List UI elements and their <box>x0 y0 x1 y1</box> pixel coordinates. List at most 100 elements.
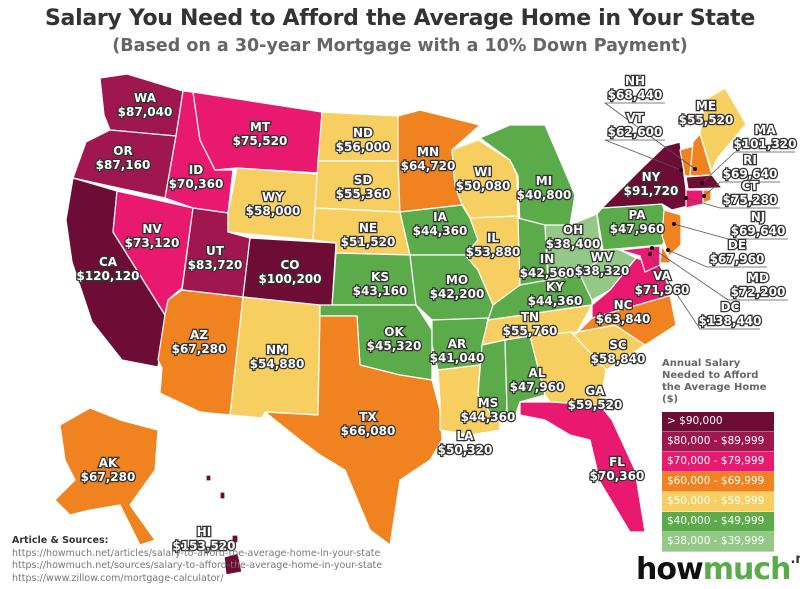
legend-title: Annual Salary Needed to Afford the Avera… <box>662 358 774 406</box>
state-salary-ri: $69,640 <box>723 167 778 181</box>
legend-title-line: the Average Home ($) <box>662 382 767 405</box>
logo-suffix: .net <box>790 552 800 567</box>
state-wy <box>227 167 319 241</box>
state-abbr-al: AL <box>529 366 546 380</box>
state-abbr-ak: AK <box>99 456 118 470</box>
page-title: Salary You Need to Afford the Average Ho… <box>45 6 755 31</box>
callout-dot-nj <box>672 222 676 226</box>
state-abbr-ia: IA <box>433 210 447 224</box>
logo-part: much <box>702 552 792 587</box>
state-hi <box>205 474 212 482</box>
state-abbr-nj: NJ <box>751 210 766 224</box>
state-mi <box>479 124 576 227</box>
callout-line-vt <box>604 139 682 171</box>
state-abbr-wi: WI <box>474 165 492 179</box>
state-salary-il: $53,880 <box>466 245 521 259</box>
state-abbr-ri: RI <box>743 153 757 167</box>
state-ms <box>477 339 508 421</box>
state-abbr-wy: WY <box>262 190 284 204</box>
state-abbr-co: CO <box>280 258 299 272</box>
state-salary-tx: $66,080 <box>341 424 396 438</box>
state-salary-ma: $101,320 <box>733 137 796 151</box>
state-salary-ok: $45,320 <box>367 339 422 353</box>
state-salary-de: $67,960 <box>710 252 765 266</box>
state-salary-mn: $64,720 <box>401 159 456 173</box>
callout-dot-ma <box>700 181 704 185</box>
howmuch-logo: howmuch.net <box>636 552 800 587</box>
state-salary-mt: $75,520 <box>233 134 288 148</box>
state-salary-id: $70,360 <box>169 177 224 191</box>
state-salary-az: $67,280 <box>172 342 227 356</box>
state-tx <box>264 315 443 546</box>
state-ak <box>54 407 159 546</box>
legend-item: $38,000 - $39,999 <box>662 532 774 552</box>
state-abbr-me: ME <box>696 99 716 113</box>
state-salary-fl: $70,360 <box>590 469 645 483</box>
state-abbr-pa: PA <box>629 208 647 222</box>
callout-line-ct <box>685 197 780 209</box>
legend: Annual Salary Needed to Afford the Avera… <box>662 358 774 552</box>
state-salary-oh: $38,400 <box>546 237 601 251</box>
callout-dot-nh <box>693 167 697 171</box>
state-ct <box>685 189 704 209</box>
legend-title-line: Needed to Afford <box>662 370 759 381</box>
state-abbr-ms: MS <box>478 396 499 410</box>
state-salary-nd: $56,000 <box>336 140 391 154</box>
state-abbr-ks: KS <box>371 270 389 284</box>
state-salary-or: $87,160 <box>96 158 151 172</box>
state-salary-wv: $38,320 <box>575 264 630 278</box>
sources-title: Article & Sources: <box>12 535 109 546</box>
state-abbr-sc: SC <box>609 338 627 352</box>
state-salary-ks: $43,160 <box>353 284 408 298</box>
state-salary-mi: $40,800 <box>517 188 572 202</box>
legend-item: $40,000 - $49,999 <box>662 512 774 532</box>
callout-dot-vt <box>679 168 683 172</box>
source-link[interactable]: https://howmuch.net/articles/salary-to-a… <box>12 547 381 559</box>
callout-dot-md <box>650 246 654 250</box>
state-salary-wy: $58,000 <box>246 204 301 218</box>
state-salary-nc: $63,840 <box>596 312 651 326</box>
state-salary-ca: $120,120 <box>76 269 139 283</box>
state-salary-la: $50,320 <box>438 443 493 457</box>
state-abbr-sd: SD <box>354 173 373 187</box>
state-abbr-tx: TX <box>359 410 377 424</box>
state-salary-wi: $50,080 <box>456 179 511 193</box>
state-abbr-oh: OH <box>563 223 583 237</box>
state-abbr-wv: WV <box>591 250 614 264</box>
state-fl <box>519 401 646 533</box>
state-abbr-ar: AR <box>448 337 467 351</box>
state-abbr-ct: CT <box>742 179 760 193</box>
state-abbr-fl: FL <box>609 455 625 469</box>
state-ma <box>685 174 723 190</box>
state-salary-nv: $73,120 <box>125 236 180 250</box>
state-salary-nh: $68,440 <box>608 88 663 102</box>
state-abbr-ky: KY <box>546 280 564 294</box>
state-abbr-nv: NV <box>142 222 162 236</box>
page-subtitle: (Based on a 30-year Mortgage with a 10% … <box>112 36 688 56</box>
state-abbr-nc: NC <box>614 298 633 312</box>
state-salary-ne: $51,520 <box>341 235 396 249</box>
state-salary-pa: $47,960 <box>610 222 665 236</box>
state-salary-vt: $62,600 <box>608 125 663 139</box>
state-abbr-ga: GA <box>585 384 605 398</box>
state-abbr-id: ID <box>189 163 203 177</box>
callout-line-md <box>651 247 788 301</box>
legend-item: $60,000 - $69,999 <box>662 472 774 492</box>
state-salary-ar: $41,040 <box>430 351 485 365</box>
state-or <box>72 129 177 199</box>
state-salary-ny: $91,720 <box>624 184 679 198</box>
callout-line-de <box>667 249 767 268</box>
state-salary-sc: $58,840 <box>591 352 646 366</box>
state-abbr-mn: MN <box>417 145 439 159</box>
callout-line-ma <box>701 151 795 184</box>
callout-dot-dc <box>648 252 652 256</box>
state-salary-mo: $42,200 <box>430 287 485 301</box>
state-abbr-de: DE <box>728 238 746 252</box>
source-link[interactable]: https://howmuch.net/sources/salary-to-af… <box>12 560 383 571</box>
state-salary-ct: $75,280 <box>723 193 778 207</box>
state-salary-nm: $54,880 <box>250 357 305 371</box>
source-link[interactable]: https://www.zillow.com/mortgage-calculat… <box>12 572 224 584</box>
state-abbr-mt: MT <box>250 120 271 134</box>
state-salary-ut: $83,720 <box>188 258 243 272</box>
